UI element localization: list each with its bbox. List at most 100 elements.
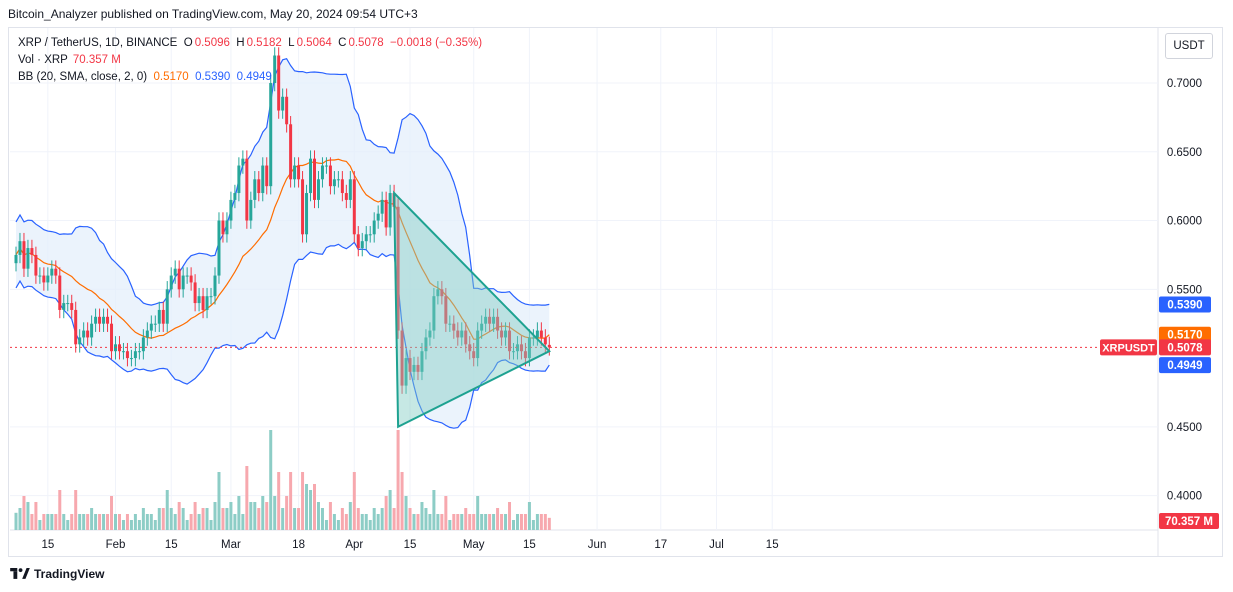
x-tick-label: 15 [165,539,178,551]
candle-body [125,351,129,359]
volume-bar [257,508,261,530]
volume-bar [253,502,257,530]
currency-button[interactable]: USDT [1165,33,1213,59]
price-tag [1159,339,1211,356]
candle-body [543,337,547,345]
volume-bar [309,490,313,530]
volume-bar [408,508,412,530]
volume-bar [82,514,86,530]
volume-bar [34,502,38,530]
volume-bar [492,514,496,530]
candle-body [539,330,543,338]
candle-body [496,316,500,331]
candle-body [74,309,78,345]
volume-bar [539,514,543,530]
candle-body [456,330,460,338]
volume-bar [249,502,253,530]
candle-body [213,275,217,297]
volume-bar [173,514,177,530]
publisher-line: Bitcoin_Analyzer published on TradingVie… [8,7,418,21]
volume-bar [527,502,531,530]
volume-bar [336,520,340,530]
candle-body [285,96,289,125]
candle-body [42,275,46,283]
candle-body [352,179,356,235]
volume-bar [277,472,281,530]
volume-bar [400,472,404,530]
volume-bar [265,502,269,530]
x-tick-label: 18 [292,539,305,551]
volume-bar [181,508,185,530]
candle-body [460,330,464,338]
candle-body [121,351,125,353]
candle-body [173,268,177,276]
candle-body [145,330,149,338]
candle-body [165,289,169,324]
volume-bar [141,508,145,530]
candle-body [141,337,145,352]
bb-basis-value: 0.5170 [153,71,189,83]
candle-body [189,275,193,283]
candle-body [297,165,301,180]
candle-body [269,83,273,187]
volume-bar [440,514,444,530]
volume-bar [320,508,324,530]
volume-bar [384,496,388,530]
candle-body [157,309,161,324]
volume-bar [416,514,420,530]
volume-bar [472,514,476,530]
volume-label[interactable]: Vol · XRP [18,54,68,66]
candle-body [444,296,448,324]
low-label: L [288,37,295,49]
candle-body [408,358,412,372]
candle-body [412,364,416,372]
candle-body [66,303,70,305]
candle-body [177,268,181,290]
bb-label[interactable]: BB (20, SMA, close, 2, 0) [18,71,148,83]
price-tag [1159,326,1211,343]
candle-body [320,165,324,180]
volume-bar [364,514,368,530]
candles-layer [10,47,1158,394]
volume-bar [245,466,249,530]
bb-lower-value: 0.4949 [236,71,272,83]
volume-bar [488,514,492,530]
high-value: 0.5182 [246,37,282,49]
candle-body [344,193,348,200]
candle-body [229,199,233,221]
price-tag-text: 0.5078 [1167,342,1203,354]
candle-body [332,179,336,187]
volume-bar [436,514,440,530]
volume-bars-layer [14,430,551,530]
candle-body [225,220,229,235]
candle-body [161,309,165,324]
volume-bar [468,514,472,530]
x-tick-label: Jun [588,539,607,551]
volume-bar [301,472,305,530]
x-tick-label: 15 [523,539,536,551]
candle-body [305,193,309,235]
volume-bar [444,496,448,530]
symbol-price-tag [1100,339,1157,356]
volume-bar [38,520,42,530]
candle-body [309,158,313,194]
volume-bar [316,502,320,530]
bb-upper-line [15,57,550,306]
change-value: −0.0018 (−0.35%) [390,37,483,49]
candle-body [424,337,428,352]
symbol-label[interactable]: XRP / TetherUS, 1D, BINANCE [18,37,178,49]
volume-bar [496,508,500,530]
volume-bar [305,484,309,530]
volume-bar [344,514,348,530]
volume-bar [70,514,74,530]
volume-bar [177,502,181,530]
volume-bar [420,502,424,530]
bb-upper-value: 0.5390 [195,71,231,83]
candle-body [54,268,58,276]
volume-bar [58,490,62,530]
candle-body [508,330,512,352]
candle-body [46,275,50,283]
candle-body [153,323,157,325]
x-tick-label: May [463,539,485,551]
